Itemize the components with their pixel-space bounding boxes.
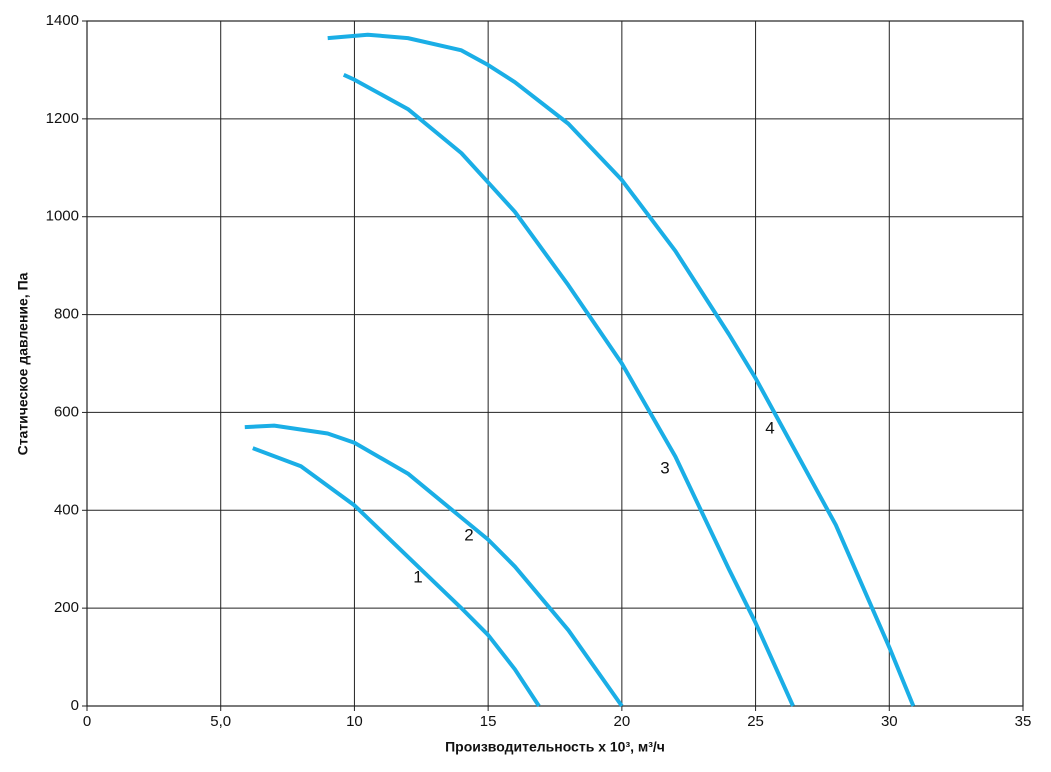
curve — [244, 423, 624, 708]
y-tick-label: 600 — [54, 403, 79, 420]
y-tick-label: 1000 — [46, 208, 79, 225]
x-tick-label: 25 — [747, 713, 764, 730]
y-tick-label: 0 — [71, 697, 79, 714]
curve-label: 1 — [413, 567, 422, 586]
curve-label: 2 — [464, 525, 473, 544]
y-tick-label: 400 — [54, 501, 79, 518]
plot-frame — [86, 20, 1024, 707]
x-tick-label: 10 — [346, 713, 363, 730]
x-tick-label: 20 — [614, 713, 631, 730]
x-tick-label: 30 — [881, 713, 898, 730]
y-tick-label: 1200 — [46, 110, 79, 127]
y-tick-label: 1400 — [46, 12, 79, 29]
curve-label: 3 — [660, 458, 669, 477]
y-axis-title: Статическое давление, Па — [15, 272, 31, 455]
y-tick-label: 200 — [54, 599, 79, 616]
x-tick-label: 35 — [1015, 713, 1032, 730]
y-tick-label: 800 — [54, 306, 79, 323]
x-tick-label: 15 — [480, 713, 497, 730]
curve — [327, 32, 916, 707]
x-axis-title: Производительность х 10³, м³/ч — [445, 739, 665, 755]
curve-label: 4 — [765, 418, 774, 437]
curve — [342, 73, 795, 707]
x-tick-label: 0 — [83, 713, 91, 730]
curve — [252, 446, 541, 708]
x-tick-label: 5,0 — [210, 713, 231, 730]
